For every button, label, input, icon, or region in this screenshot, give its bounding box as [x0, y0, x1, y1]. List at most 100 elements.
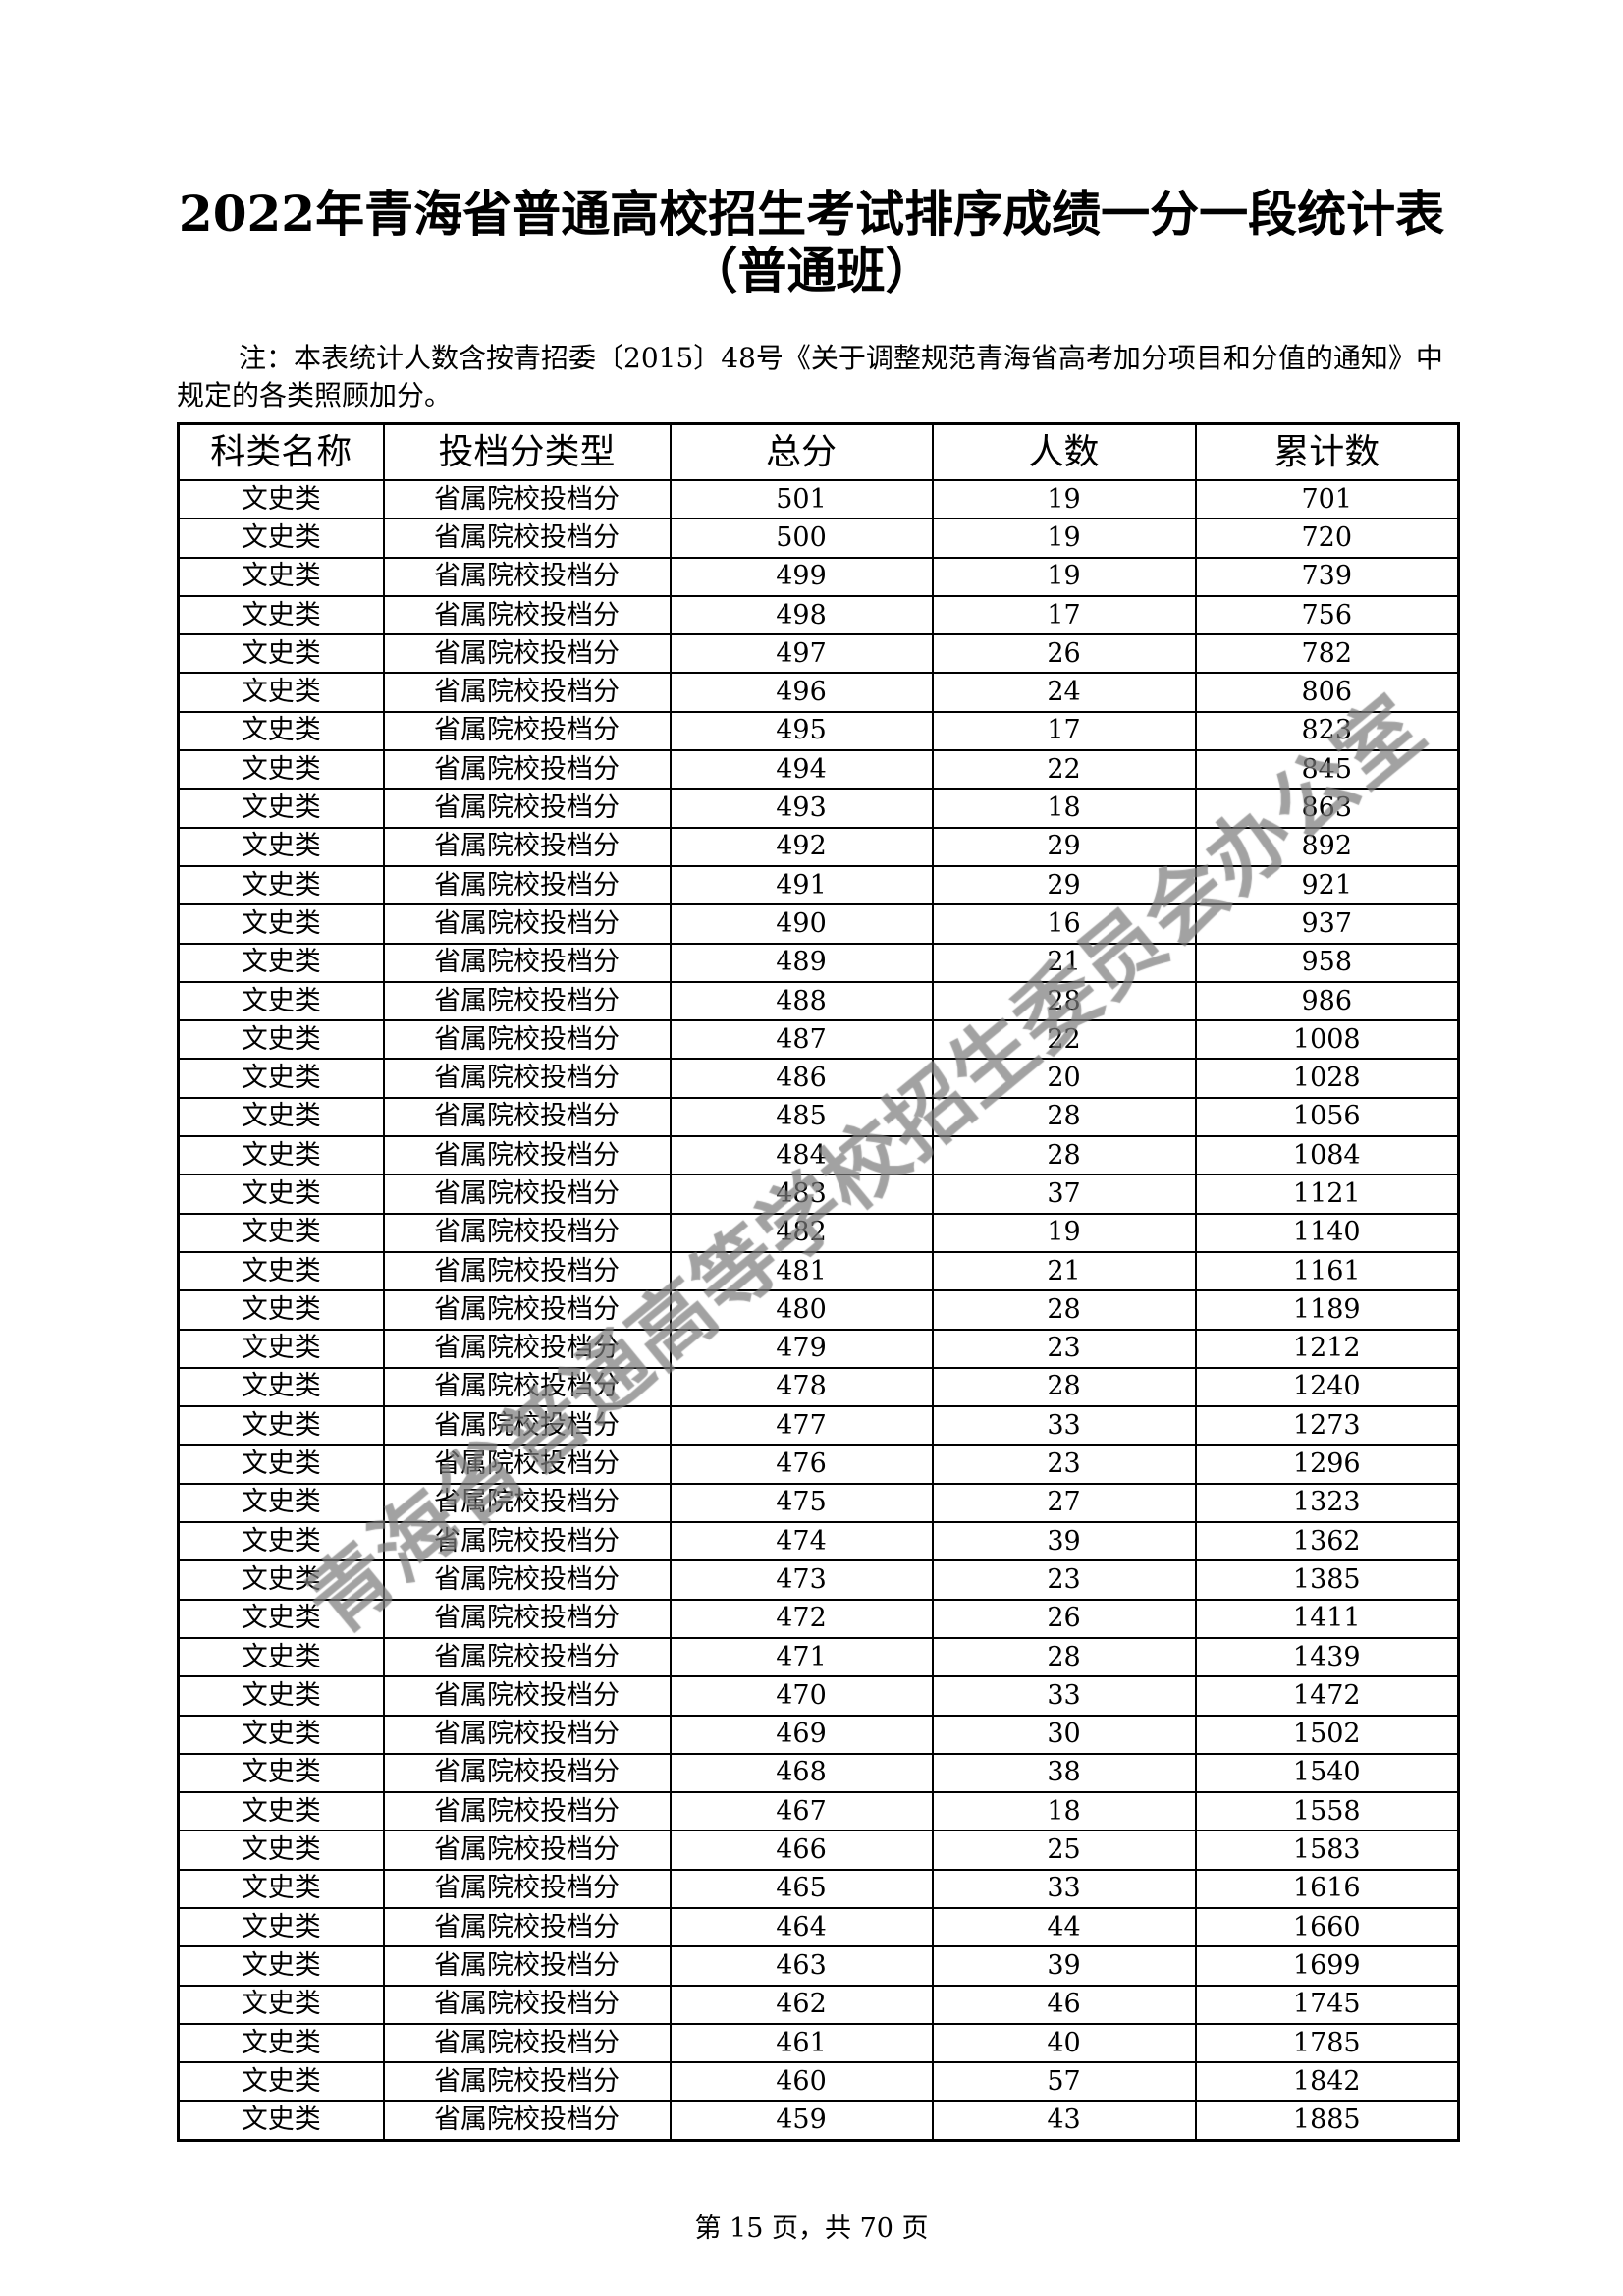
cell-score-type: 省属院校投档分: [382, 2061, 672, 2103]
cell-score-type: 省属院校投档分: [382, 942, 672, 983]
cell-cumulative: 1161: [1194, 1250, 1460, 1292]
table-row: 文史类 省属院校投档分 482 19 1140: [177, 1212, 1460, 1253]
cell-category: 文史类: [177, 1906, 385, 1948]
table-row: 文史类 省属院校投档分 500 19 720: [177, 518, 1460, 559]
cell-cumulative: 1540: [1194, 1752, 1460, 1794]
table-row: 文史类 省属院校投档分 476 23 1296: [177, 1444, 1460, 1485]
cell-cumulative: 1008: [1194, 1019, 1460, 1061]
cell-category: 文史类: [177, 2061, 385, 2103]
cell-total-score: 500: [669, 518, 934, 559]
cell-score-type: 省属院校投档分: [382, 1405, 672, 1447]
cell-count: 28: [931, 980, 1197, 1022]
cell-score-type: 省属院校投档分: [382, 749, 672, 791]
table-row: 文史类 省属院校投档分 494 22 845: [177, 749, 1460, 791]
cell-score-type: 省属院校投档分: [382, 1830, 672, 1871]
cell-count: 21: [931, 942, 1197, 983]
cell-category: 文史类: [177, 1250, 385, 1292]
cell-category: 文史类: [177, 518, 385, 559]
cell-cumulative: 1240: [1194, 1366, 1460, 1408]
cell-category: 文史类: [177, 710, 385, 752]
cell-total-score: 460: [669, 2061, 934, 2103]
cell-total-score: 470: [669, 1675, 934, 1717]
cell-score-type: 省属院校投档分: [382, 1212, 672, 1253]
cell-category: 文史类: [177, 594, 385, 636]
cell-total-score: 477: [669, 1405, 934, 1447]
cell-score-type: 省属院校投档分: [382, 1906, 672, 1948]
cell-score-type: 省属院校投档分: [382, 903, 672, 945]
table-row: 文史类 省属院校投档分 470 33 1472: [177, 1675, 1460, 1717]
cell-cumulative: 1472: [1194, 1675, 1460, 1717]
cell-score-type: 省属院校投档分: [382, 1868, 672, 1909]
cell-cumulative: 739: [1194, 556, 1460, 597]
cell-score-type: 省属院校投档分: [382, 2100, 672, 2142]
table-row: 文史类 省属院校投档分 478 28 1240: [177, 1366, 1460, 1408]
cell-total-score: 488: [669, 980, 934, 1022]
cell-total-score: 480: [669, 1289, 934, 1331]
table-row: 文史类 省属院校投档分 501 19 701: [177, 478, 1460, 520]
cell-count: 26: [931, 633, 1197, 675]
cell-cumulative: 845: [1194, 749, 1460, 791]
cell-cumulative: 1273: [1194, 1405, 1460, 1447]
cell-score-type: 省属院校投档分: [382, 1521, 672, 1562]
cell-category: 文史类: [177, 478, 385, 520]
table-row: 文史类 省属院校投档分 495 17 823: [177, 710, 1460, 752]
cell-count: 28: [931, 1636, 1197, 1678]
cell-score-type: 省属院校投档分: [382, 710, 672, 752]
cell-category: 文史类: [177, 826, 385, 867]
cell-total-score: 472: [669, 1598, 934, 1639]
cell-score-type: 省属院校投档分: [382, 1058, 672, 1099]
cell-category: 文史类: [177, 1868, 385, 1909]
cell-score-type: 省属院校投档分: [382, 826, 672, 867]
cell-cumulative: 1885: [1194, 2100, 1460, 2142]
cell-total-score: 496: [669, 672, 934, 713]
cell-count: 24: [931, 672, 1197, 713]
cell-count: 28: [931, 1289, 1197, 1331]
cell-score-type: 省属院校投档分: [382, 1791, 672, 1832]
cell-total-score: 474: [669, 1521, 934, 1562]
table-row: 文史类 省属院校投档分 461 40 1785: [177, 2022, 1460, 2064]
page-number: 第 15 页，共 70 页: [694, 2214, 929, 2244]
cell-category: 文史类: [177, 2022, 385, 2064]
cell-score-type: 省属院校投档分: [382, 594, 672, 636]
table-row: 文史类 省属院校投档分 486 20 1028: [177, 1058, 1460, 1099]
cell-cumulative: 1583: [1194, 1830, 1460, 1871]
cell-category: 文史类: [177, 942, 385, 983]
cell-score-type: 省属院校投档分: [382, 1289, 672, 1331]
table-row: 文史类 省属院校投档分 469 30 1502: [177, 1714, 1460, 1755]
cell-count: 29: [931, 864, 1197, 906]
cell-total-score: 493: [669, 788, 934, 829]
header-total-score: 总分: [669, 422, 934, 481]
cell-total-score: 481: [669, 1250, 934, 1292]
cell-total-score: 489: [669, 942, 934, 983]
cell-count: 19: [931, 518, 1197, 559]
cell-count: 39: [931, 1521, 1197, 1562]
cell-total-score: 465: [669, 1868, 934, 1909]
cell-category: 文史类: [177, 1444, 385, 1485]
cell-count: 17: [931, 594, 1197, 636]
cell-count: 37: [931, 1174, 1197, 1215]
cell-score-type: 省属院校投档分: [382, 1636, 672, 1678]
cell-category: 文史类: [177, 1289, 385, 1331]
table-row: 文史类 省属院校投档分 498 17 756: [177, 594, 1460, 636]
table-row: 文史类 省属院校投档分 483 37 1121: [177, 1174, 1460, 1215]
table-header-row: 科类名称 投档分类型 总分 人数 累计数: [177, 422, 1460, 481]
cell-total-score: 498: [669, 594, 934, 636]
cell-score-type: 省属院校投档分: [382, 980, 672, 1022]
cell-count: 33: [931, 1405, 1197, 1447]
cell-total-score: 475: [669, 1482, 934, 1524]
cell-total-score: 482: [669, 1212, 934, 1253]
cell-count: 22: [931, 1019, 1197, 1061]
cell-score-type: 省属院校投档分: [382, 1250, 672, 1292]
cell-score-type: 省属院校投档分: [382, 1675, 672, 1717]
cell-count: 19: [931, 556, 1197, 597]
cell-score-type: 省属院校投档分: [382, 672, 672, 713]
cell-count: 27: [931, 1482, 1197, 1524]
cell-category: 文史类: [177, 1174, 385, 1215]
cell-count: 33: [931, 1868, 1197, 1909]
cell-count: 18: [931, 788, 1197, 829]
cell-score-type: 省属院校投档分: [382, 788, 672, 829]
cell-category: 文史类: [177, 1328, 385, 1369]
cell-score-type: 省属院校投档分: [382, 556, 672, 597]
table-row: 文史类 省属院校投档分 491 29 921: [177, 864, 1460, 906]
cell-count: 22: [931, 749, 1197, 791]
